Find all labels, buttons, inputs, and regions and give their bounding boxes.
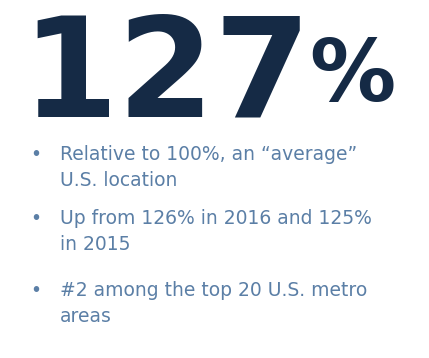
Text: #2 among the top 20 U.S. metro
areas: #2 among the top 20 U.S. metro areas xyxy=(60,281,367,326)
Text: Relative to 100%, an “average”
U.S. location: Relative to 100%, an “average” U.S. loca… xyxy=(60,145,357,190)
Text: Up from 126% in 2016 and 125%
in 2015: Up from 126% in 2016 and 125% in 2015 xyxy=(60,209,372,254)
Text: •: • xyxy=(30,281,41,300)
Text: •: • xyxy=(30,209,41,228)
Text: •: • xyxy=(30,145,41,164)
Text: %: % xyxy=(309,36,395,119)
Text: 127: 127 xyxy=(21,11,311,146)
